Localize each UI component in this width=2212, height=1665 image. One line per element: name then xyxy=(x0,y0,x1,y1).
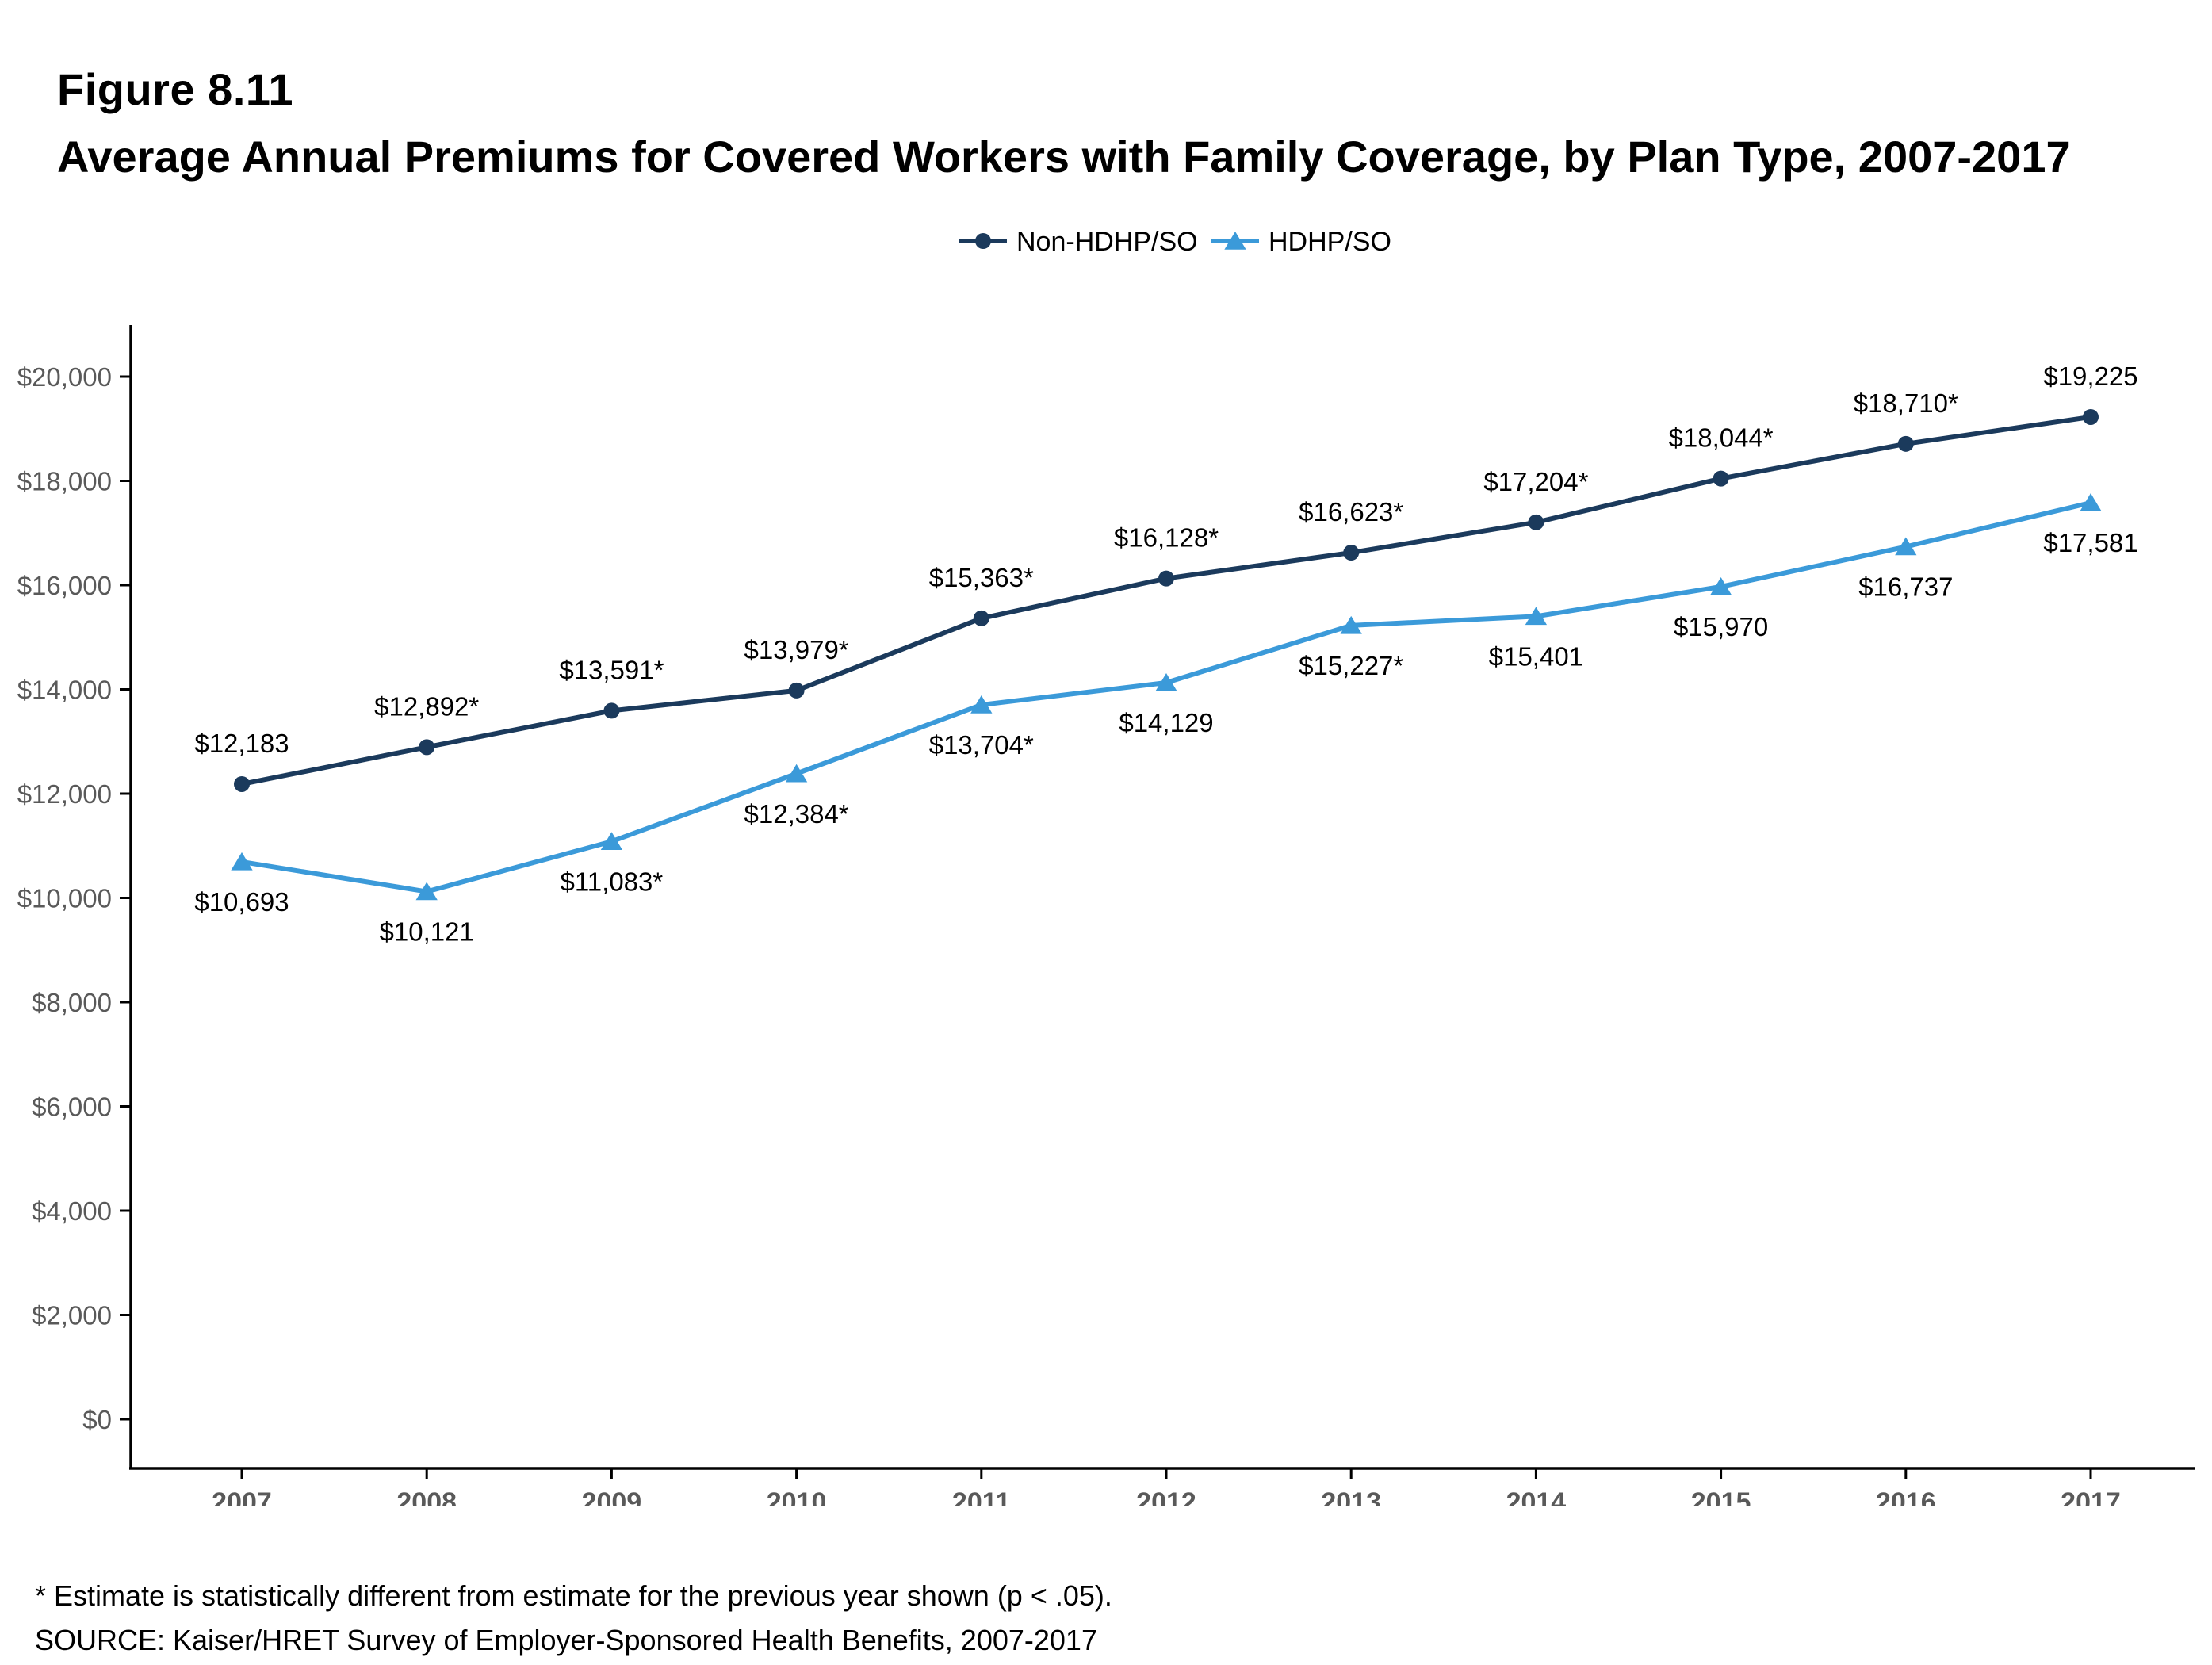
data-label-non-hdhp-so: $16,128* xyxy=(1114,523,1219,553)
legend-marker-icon xyxy=(1224,232,1246,250)
data-label-hdhp-so: $17,581 xyxy=(2043,528,2137,557)
x-tick-label: 2011 xyxy=(952,1487,1011,1506)
legend-item-non-hdhp-so: Non-HDHP/SO xyxy=(959,227,1198,257)
data-label-non-hdhp-so: $18,710* xyxy=(1854,388,1958,418)
y-tick-label: $10,000 xyxy=(17,884,112,913)
data-label-non-hdhp-so: $12,183 xyxy=(194,729,289,758)
data-label-non-hdhp-so: $13,591* xyxy=(559,655,664,684)
y-tick-label: $2,000 xyxy=(32,1301,112,1330)
data-label-hdhp-so: $13,704* xyxy=(929,730,1034,760)
data-label-hdhp-so: $16,737 xyxy=(1858,572,1953,602)
x-tick-label: 2010 xyxy=(767,1487,827,1506)
data-label-non-hdhp-so: $17,204* xyxy=(1483,467,1588,496)
data-point-hdhp-so xyxy=(231,852,253,871)
data-label-non-hdhp-so: $13,979* xyxy=(744,635,849,664)
y-tick-label: $16,000 xyxy=(17,571,112,600)
line-chart: Non-HDHP/SO HDHP/SO $0$2,000$4,000$6,000$… xyxy=(17,227,2195,1506)
data-label-non-hdhp-so: $12,892* xyxy=(374,691,479,721)
data-label-hdhp-so: $15,970 xyxy=(1674,612,1768,641)
data-point-hdhp-so xyxy=(970,695,993,714)
y-tick-label: $4,000 xyxy=(32,1196,112,1226)
data-point-non-hdhp-so xyxy=(419,739,435,756)
data-point-hdhp-so xyxy=(1895,537,1917,556)
data-point-non-hdhp-so xyxy=(1343,545,1360,561)
data-point-non-hdhp-so xyxy=(603,702,620,719)
series-line-hdhp-so xyxy=(239,500,2093,894)
data-point-hdhp-so xyxy=(600,832,623,851)
legend-label: Non-HDHP/SO xyxy=(1016,227,1198,257)
data-point-non-hdhp-so xyxy=(1158,570,1174,587)
data-point-hdhp-so xyxy=(785,764,808,783)
y-tick-label: $14,000 xyxy=(17,676,112,705)
data-point-hdhp-so xyxy=(2080,493,2102,511)
data-label-non-hdhp-so: $18,044* xyxy=(1669,423,1774,453)
data-point-hdhp-so xyxy=(1155,673,1177,691)
x-tick-label: 2012 xyxy=(1136,1487,1196,1506)
data-point-hdhp-so xyxy=(1709,576,1732,595)
data-point-non-hdhp-so xyxy=(1528,514,1544,530)
data-point-non-hdhp-so xyxy=(973,610,989,626)
data-point-non-hdhp-so xyxy=(788,682,805,699)
x-tick-label: 2014 xyxy=(1506,1487,1567,1506)
data-label-non-hdhp-so: $19,225 xyxy=(2043,362,2137,391)
legend-label: HDHP/SO xyxy=(1269,227,1391,257)
y-tick-label: $20,000 xyxy=(17,362,112,392)
y-tick-label: $6,000 xyxy=(32,1093,112,1122)
y-tick-label: $0 xyxy=(82,1405,112,1434)
data-point-hdhp-so xyxy=(415,882,438,901)
x-tick-label: 2007 xyxy=(212,1487,272,1506)
x-tick-label: 2015 xyxy=(1691,1487,1751,1506)
footnote: * Estimate is statistically different fr… xyxy=(35,1579,1112,1612)
data-point-non-hdhp-so xyxy=(234,775,250,792)
legend-item-hdhp-so: HDHP/SO xyxy=(1211,227,1391,257)
y-tick-label: $8,000 xyxy=(32,988,112,1017)
data-label-hdhp-so: $12,384* xyxy=(744,799,849,829)
series-lines xyxy=(239,414,2093,894)
data-point-non-hdhp-so xyxy=(1713,470,1729,487)
source-note: SOURCE: Kaiser/HRET Survey of Employer-S… xyxy=(35,1624,1097,1656)
x-tick-label: 2016 xyxy=(1876,1487,1936,1506)
x-tick-label: 2017 xyxy=(2061,1487,2121,1506)
data-label-hdhp-so: $10,693 xyxy=(194,887,289,917)
data-label-hdhp-so: $10,121 xyxy=(380,917,474,947)
figure-label: Figure 8.11 xyxy=(57,64,294,114)
series-markers xyxy=(231,408,2102,901)
data-point-non-hdhp-so xyxy=(2083,408,2099,425)
data-label-hdhp-so: $14,129 xyxy=(1119,708,1213,737)
chart-axes: $0 $2,000 $4,000 $6,000 $8,000 $10,000 $12,000… xyxy=(17,325,2195,1506)
chart-title: Average Annual Premiums for Covered Work… xyxy=(57,132,2071,182)
data-label-hdhp-so: $15,227* xyxy=(1299,651,1403,680)
data-point-hdhp-so xyxy=(1340,615,1362,634)
data-label-hdhp-so: $11,083* xyxy=(561,867,664,896)
data-label-non-hdhp-so: $15,363* xyxy=(929,563,1034,592)
y-tick-label: $18,000 xyxy=(17,467,112,496)
legend-marker-icon xyxy=(975,233,991,249)
data-label-non-hdhp-so: $16,623* xyxy=(1299,497,1403,526)
x-tick-label: 2013 xyxy=(1321,1487,1381,1506)
data-label-hdhp-so: $15,401 xyxy=(1489,641,1583,671)
x-tick-label: 2008 xyxy=(396,1487,457,1506)
data-point-hdhp-so xyxy=(1525,607,1548,626)
chart-legend: Non-HDHP/SO HDHP/SO xyxy=(959,227,1391,257)
data-point-non-hdhp-so xyxy=(1897,435,1914,452)
data-labels: $12,183 $12,892* $13,591* $13,979* $15,363* $… xyxy=(194,362,2137,947)
y-tick-label: $12,000 xyxy=(17,779,112,809)
x-tick-label: 2009 xyxy=(582,1487,642,1506)
